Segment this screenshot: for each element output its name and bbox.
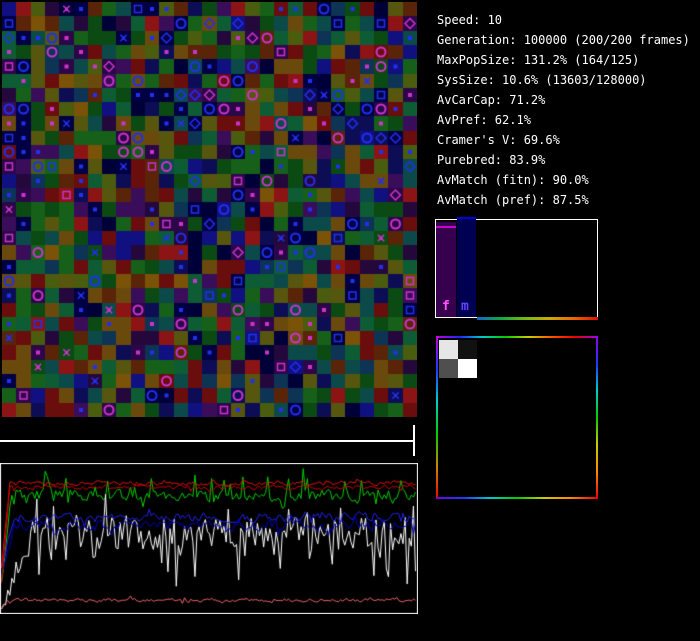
frame-cursor[interactable] xyxy=(413,425,415,456)
world-grid-canvas xyxy=(2,2,417,417)
stat-speed: Speed: 10 xyxy=(437,10,690,30)
stat-generation: Generation: 100000 (200/200 frames) xyxy=(437,30,690,50)
history-chart-canvas xyxy=(0,463,418,614)
stats-panel: Speed: 10 Generation: 100000 (200/200 fr… xyxy=(437,10,690,210)
stat-purebred: Purebred: 83.9% xyxy=(437,150,690,170)
matrix-cell xyxy=(439,359,458,378)
matrix-cell xyxy=(458,340,477,359)
simulation-window: Speed: 10 Generation: 100000 (200/200 fr… xyxy=(0,0,700,641)
stat-avmatch-fitn: AvMatch (fitn): 90.0% xyxy=(437,170,690,190)
female-bar-label: f xyxy=(442,299,450,314)
rainbow-border-top xyxy=(436,336,598,338)
stat-avmatch-pref: AvMatch (pref): 87.5% xyxy=(437,190,690,210)
stat-avcarcap: AvCarCap: 71.2% xyxy=(437,90,690,110)
female-marker-line xyxy=(436,226,456,228)
rainbow-border-bottom xyxy=(436,497,598,499)
male-bar-label: m xyxy=(461,299,469,314)
species-color-scale xyxy=(477,317,598,320)
stat-cramers-v: Cramer's V: 69.6% xyxy=(437,130,690,150)
rainbow-border-left xyxy=(436,336,438,499)
stat-maxpopsize: MaxPopSize: 131.2% (164/125) xyxy=(437,50,690,70)
frame-timeline xyxy=(0,440,415,442)
mating-matrix-panel xyxy=(436,336,598,499)
rainbow-border-right xyxy=(596,336,598,499)
stat-syssize: SysSize: 10.6% (13603/128000) xyxy=(437,70,690,90)
stat-avpref: AvPref: 62.1% xyxy=(437,110,690,130)
sex-histogram-panel: f m xyxy=(435,219,598,318)
matrix-cell xyxy=(439,340,458,359)
matrix-cell xyxy=(458,359,477,378)
